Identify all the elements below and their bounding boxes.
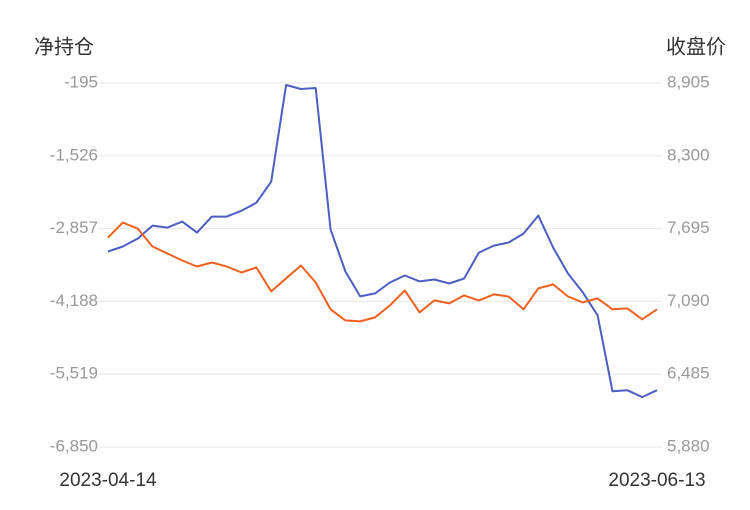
y-tick-label: -195	[64, 72, 98, 91]
y-tick-label: -4,188	[50, 291, 98, 310]
series-line	[107, 84, 658, 399]
y2-axis-title: 收盘价	[666, 35, 726, 58]
y-tick-label: -2,857	[50, 218, 98, 237]
series-line	[107, 221, 658, 323]
y2-tick-label: 6,485	[667, 364, 710, 383]
x-tick-label: 2023-04-14	[59, 470, 157, 491]
y-axis-title: 净持仓	[34, 35, 94, 58]
y-tick-label: -1,526	[50, 145, 98, 164]
y2-tick-label: 5,880	[667, 436, 710, 455]
y2-tick-label: 8,905	[667, 72, 710, 91]
x-tick-label: 2023-06-13	[608, 470, 705, 491]
y2-tick-label: 7,695	[667, 218, 710, 237]
y2-tick-label: 8,300	[667, 145, 710, 164]
y-tick-label: -6,850	[50, 436, 98, 455]
y2-tick-label: 7,090	[667, 291, 710, 310]
y-tick-label: -5,519	[50, 364, 98, 383]
